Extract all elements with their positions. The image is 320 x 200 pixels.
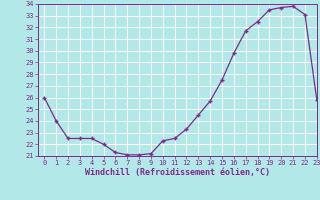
- X-axis label: Windchill (Refroidissement éolien,°C): Windchill (Refroidissement éolien,°C): [85, 168, 270, 177]
